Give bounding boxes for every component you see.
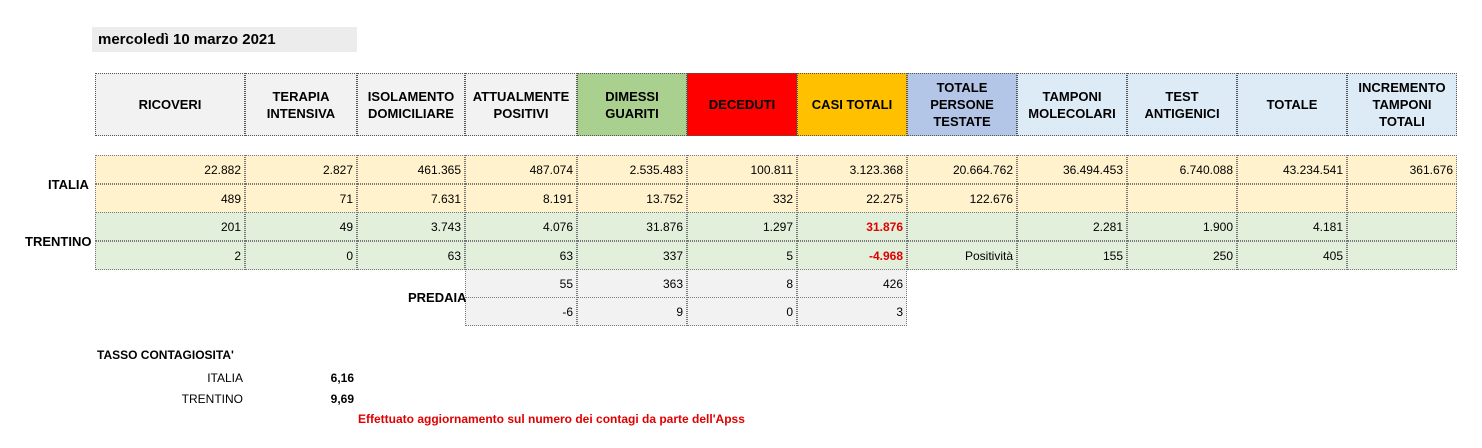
report-date: mercoledì 10 marzo 2021	[92, 27, 357, 52]
italia-cell	[1347, 184, 1457, 213]
italia-cell: 100.811	[687, 155, 797, 184]
column-header: CASI TOTALI	[797, 73, 907, 136]
tasso-trentino-value: 9,69	[330, 392, 354, 406]
trentino-cell: 201	[95, 212, 245, 241]
column-header: ISOLAMENTO DOMICILIARE	[357, 73, 465, 136]
trentino-cell	[907, 212, 1017, 241]
column-header: ATTUALMENTE POSITIVI	[465, 73, 577, 136]
trentino-cell: 405	[1237, 241, 1347, 270]
trentino-cell: 4.181	[1237, 212, 1347, 241]
italia-cell: 22.275	[797, 184, 907, 213]
predaia-cell: 0	[687, 297, 797, 326]
trentino-cell: Positività	[907, 241, 1017, 270]
italia-cell: 7.631	[357, 184, 465, 213]
italia-cell	[1127, 184, 1237, 213]
italia-cell: 36.494.453	[1017, 155, 1127, 184]
italia-label: ITALIA	[48, 177, 89, 192]
column-header: DIMESSI GUARITI	[577, 73, 687, 136]
italia-cell: 2.535.483	[577, 155, 687, 184]
trentino-cell: 155	[1017, 241, 1127, 270]
trentino-cell	[1347, 241, 1457, 270]
column-header: INCREMENTO TAMPONI TOTALI	[1347, 73, 1457, 136]
italia-cell	[1017, 184, 1127, 213]
trentino-cell: 1.900	[1127, 212, 1237, 241]
italia-cell: 43.234.541	[1237, 155, 1347, 184]
italia-cell: 22.882	[95, 155, 245, 184]
italia-cell: 13.752	[577, 184, 687, 213]
italia-cell: 8.191	[465, 184, 577, 213]
column-header: TOTALE PERSONE TESTATE	[907, 73, 1017, 136]
trentino-cell: -4.968	[797, 241, 907, 270]
predaia-cell: 8	[687, 269, 797, 298]
trentino-label: TRENTINO	[25, 234, 92, 249]
italia-cell: 489	[95, 184, 245, 213]
predaia-cell: 55	[465, 269, 577, 298]
column-header: TEST ANTIGENICI	[1127, 73, 1237, 136]
italia-cell: 3.123.368	[797, 155, 907, 184]
trentino-cell: 31.876	[797, 212, 907, 241]
column-header: TOTALE	[1237, 73, 1347, 136]
predaia-cell: 9	[577, 297, 687, 326]
trentino-cell: 2.281	[1017, 212, 1127, 241]
italia-cell: 361.676	[1347, 155, 1457, 184]
italia-cell: 6.740.088	[1127, 155, 1237, 184]
predaia-cell: 426	[797, 269, 907, 298]
trentino-cell: 250	[1127, 241, 1237, 270]
italia-cell: 461.365	[357, 155, 465, 184]
italia-cell: 2.827	[245, 155, 357, 184]
column-header: TERAPIA INTENSIVA	[245, 73, 357, 136]
column-header: DECEDUTI	[687, 73, 797, 136]
tasso-trentino-label: TRENTINO	[181, 392, 243, 406]
predaia-cell: -6	[465, 297, 577, 326]
italia-cell: 487.074	[465, 155, 577, 184]
trentino-cell: 1.297	[687, 212, 797, 241]
tasso-title: TASSO CONTAGIOSITA'	[97, 348, 234, 362]
italia-cell	[1237, 184, 1347, 213]
trentino-cell: 2	[95, 241, 245, 270]
italia-cell: 20.664.762	[907, 155, 1017, 184]
trentino-cell: 0	[245, 241, 357, 270]
update-note: Effettuato aggiornamento sul numero dei …	[358, 412, 745, 426]
trentino-cell: 49	[245, 212, 357, 241]
italia-cell: 122.676	[907, 184, 1017, 213]
trentino-cell: 63	[357, 241, 465, 270]
trentino-cell: 4.076	[465, 212, 577, 241]
predaia-cell: 3	[797, 297, 907, 326]
trentino-cell: 337	[577, 241, 687, 270]
trentino-cell: 63	[465, 241, 577, 270]
trentino-cell: 5	[687, 241, 797, 270]
tasso-italia-label: ITALIA	[207, 371, 243, 385]
trentino-cell: 3.743	[357, 212, 465, 241]
column-header: TAMPONI MOLECOLARI	[1017, 73, 1127, 136]
trentino-cell	[1347, 212, 1457, 241]
column-header: RICOVERI	[95, 73, 245, 136]
predaia-cell: 363	[577, 269, 687, 298]
predaia-label: PREDAIA	[408, 290, 467, 305]
italia-cell: 71	[245, 184, 357, 213]
tasso-italia-value: 6,16	[330, 371, 354, 385]
trentino-cell: 31.876	[577, 212, 687, 241]
italia-cell: 332	[687, 184, 797, 213]
